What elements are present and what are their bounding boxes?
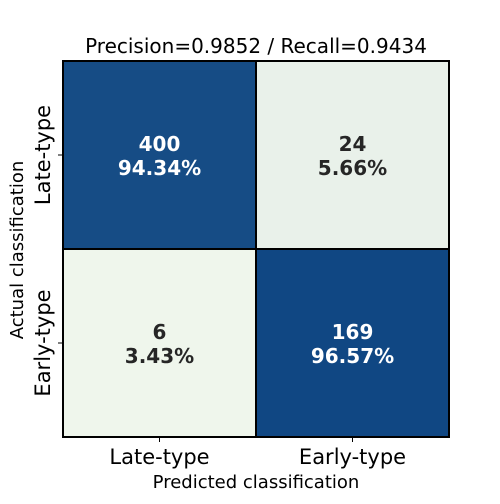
x-tick-label-1: Early-type [299,445,406,469]
y-axis-ticks: Late-type Early-type [31,105,63,397]
cell-count-r0-c0: 400 [139,132,181,156]
y-axis-label: Actual classification [7,161,28,340]
y-tick-label-0: Late-type [31,105,55,205]
chart-title: Precision=0.9852 / Recall=0.9434 [85,34,427,58]
heatmap-cell-r1-c1 [255,248,450,438]
cell-count-r1-c0: 6 [153,320,167,344]
heatmap-cells [62,60,450,438]
cell-count-r1-c1: 169 [332,320,374,344]
cell-percent-r0-c1: 5.66% [318,156,387,180]
heatmap-cell-r1-c0 [62,248,257,438]
cell-percent-r1-c0: 3.43% [125,344,194,368]
x-axis-ticks: Late-type Early-type [109,437,406,469]
heatmap-cell-r0-c0 [62,60,257,250]
x-axis-label: Predicted classification [153,472,360,493]
y-tick-label-1: Early-type [31,289,55,396]
cell-percent-r0-c0: 94.34% [118,156,201,180]
heatmap-cell-r0-c1 [255,60,450,250]
cell-percent-r1-c1: 96.57% [311,344,394,368]
plot-frame [62,60,450,438]
x-tick-label-0: Late-type [109,445,209,469]
cell-count-r0-c1: 24 [339,132,367,156]
